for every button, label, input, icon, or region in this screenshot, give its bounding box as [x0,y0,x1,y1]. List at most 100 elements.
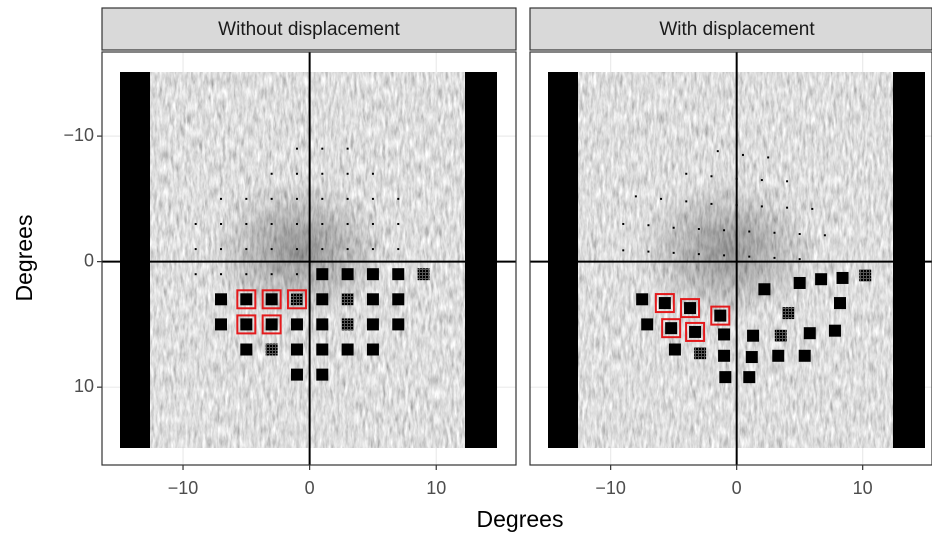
dot [245,222,248,225]
dot [647,250,650,253]
point [316,293,329,306]
point [815,273,828,286]
hatched-point [774,329,787,342]
dot [321,248,324,251]
dot [710,202,713,205]
dot [321,147,324,150]
point [668,343,681,356]
dot [220,248,223,251]
panel-border [101,51,517,466]
point [366,343,379,356]
highlight-box [236,289,257,310]
dot [798,258,801,261]
dot [346,248,349,251]
dot [270,197,273,200]
point [316,268,329,281]
dot [245,197,248,200]
point [265,293,278,306]
dot [245,248,248,251]
dot [270,273,273,276]
point [718,328,731,341]
point [392,268,405,281]
point [240,293,253,306]
dot [220,273,223,276]
axes: −10 0 10 −10 0 10 −10 0 10 [63,125,872,498]
dot [397,197,400,200]
fovea-shade [638,180,818,320]
y-tick-label: −10 [63,125,94,145]
dot [295,273,298,276]
highlight-box [710,305,731,326]
dot [371,248,374,251]
hatched-point [859,269,872,282]
dot [786,180,789,183]
point [641,318,654,331]
dot [270,248,273,251]
point [803,327,816,340]
highlight-box [680,298,701,319]
hatched-point [265,343,278,356]
dot [710,175,713,178]
dot [346,197,349,200]
strip [529,7,932,51]
point [316,368,329,381]
point [718,349,731,362]
dot [672,251,675,254]
y-tick-label: 10 [74,376,94,396]
highlight-box [261,289,282,310]
point [684,302,697,315]
dot [716,150,719,153]
y-tick-label: 0 [84,250,94,270]
point [772,349,785,362]
point [316,318,329,331]
dot [723,254,726,257]
dot [346,172,349,175]
point [665,322,678,335]
point [341,268,354,281]
point [758,283,771,296]
dot [811,207,814,210]
dot [371,172,374,175]
x-tick-label: 0 [732,478,742,498]
highlight-box [286,289,307,310]
point [745,351,758,364]
dot [220,222,223,225]
highlight-box [685,321,706,342]
dot [647,224,650,227]
point [240,318,253,331]
point [719,371,732,384]
dot [685,172,688,175]
point [392,293,405,306]
x-tick-label: −10 [595,478,626,498]
point [747,329,760,342]
dot [321,222,324,225]
panel-border [529,51,932,466]
point [392,318,405,331]
dot [295,248,298,251]
dot [697,228,700,230]
dot [723,229,726,232]
dot [786,206,789,209]
hatched-point [417,268,430,281]
dot [823,234,826,237]
point [836,271,849,284]
y-axis-title: Degrees [11,215,37,302]
dot [672,226,675,229]
dot [748,230,751,233]
dot [748,255,751,258]
dot [321,197,324,200]
dot [371,222,374,225]
dot [760,205,763,208]
dot [760,179,763,182]
point [290,368,303,381]
fovea-shade [210,180,390,320]
point [366,318,379,331]
dot [295,147,298,150]
hatched-point [782,307,795,320]
marks [102,52,516,465]
point [215,318,228,331]
hatched-point [341,293,354,306]
highlight-box [654,293,675,314]
dot [194,222,197,225]
dot [767,156,770,159]
